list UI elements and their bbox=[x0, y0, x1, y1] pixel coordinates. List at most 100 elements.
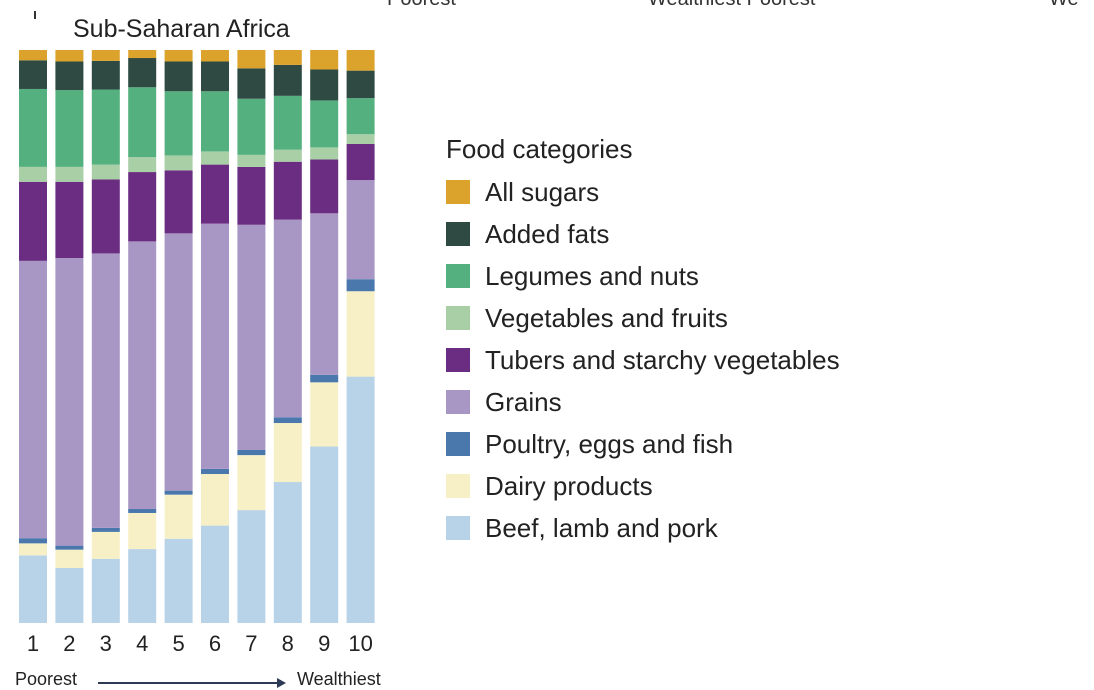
bar-segment-8-series-3 bbox=[273, 417, 302, 424]
bar-segment-10-series-4 bbox=[346, 180, 375, 280]
bar-segment-6-series-6 bbox=[201, 151, 229, 165]
bar-segment-2-series-4 bbox=[55, 257, 84, 546]
axis-start-label: Poorest bbox=[15, 669, 78, 689]
x-tick-label-6: 6 bbox=[208, 631, 222, 656]
x-tick-label-10: 10 bbox=[348, 631, 373, 656]
x-tick-label-3: 3 bbox=[99, 631, 112, 656]
legend-label: Tubers and starchy vegetables bbox=[485, 344, 840, 375]
bar-segment-6-series-3 bbox=[201, 468, 229, 475]
legend-label: Dairy products bbox=[485, 470, 653, 501]
bar-segment-5-series-2 bbox=[164, 494, 193, 539]
bar-segment-8-series-9 bbox=[273, 50, 302, 65]
bar-segment-2-series-1 bbox=[55, 567, 84, 623]
partial-label-wealthiest: We bbox=[1049, 0, 1079, 11]
bar-segment-9-series-9 bbox=[310, 50, 339, 70]
stacked-bar-plot bbox=[19, 50, 375, 623]
bar-segment-1-series-6 bbox=[19, 166, 47, 182]
bar-segment-7-series-9 bbox=[237, 50, 266, 69]
bar-segment-10-series-8 bbox=[346, 70, 375, 99]
legend-item: Beef, lamb and pork bbox=[446, 507, 840, 549]
bar-segment-8-series-1 bbox=[273, 482, 302, 623]
legend-label: Beef, lamb and pork bbox=[485, 512, 718, 543]
legend-item: Tubers and starchy vegetables bbox=[446, 339, 840, 381]
bar-segment-3-series-2 bbox=[91, 531, 120, 559]
bar-segment-5-series-9 bbox=[164, 50, 193, 62]
bar-segment-6-series-5 bbox=[201, 164, 229, 224]
x-tick-label-1: 1 bbox=[26, 631, 40, 656]
chart-title: Sub-Saharan Africa bbox=[73, 15, 290, 43]
bar-segment-9-series-7 bbox=[310, 100, 339, 148]
bar-segment-3-series-3 bbox=[91, 527, 120, 532]
bar-segment-1-series-8 bbox=[19, 60, 47, 89]
bar-segment-9-series-3 bbox=[310, 374, 339, 383]
legend-title: Food categories bbox=[446, 134, 633, 164]
bar-segment-2-series-9 bbox=[55, 50, 84, 62]
legend-item: Grains bbox=[446, 381, 840, 423]
bar-segment-10-series-1 bbox=[346, 376, 375, 623]
bar-segment-9-series-6 bbox=[310, 147, 339, 160]
bar-segment-7-series-5 bbox=[237, 166, 266, 225]
bar-segment-9-series-8 bbox=[310, 69, 339, 101]
legend-swatch bbox=[446, 516, 470, 540]
bar-segment-4-series-3 bbox=[128, 508, 157, 513]
x-tick-label-5: 5 bbox=[172, 631, 185, 656]
bar-segment-1-series-1 bbox=[19, 555, 47, 623]
bar-segment-6-series-9 bbox=[201, 50, 229, 62]
legend-label: Vegetables and fruits bbox=[485, 302, 728, 333]
legend-items: All sugars Added fats Legumes and nuts Vege… bbox=[446, 171, 840, 549]
bar-segment-10-series-5 bbox=[346, 143, 375, 181]
bar-segment-3-series-4 bbox=[91, 253, 120, 528]
bar-segment-7-series-7 bbox=[237, 98, 266, 155]
bar-segment-9-series-2 bbox=[310, 382, 339, 447]
bar-segment-3-series-1 bbox=[91, 558, 120, 623]
bar-segment-8-series-2 bbox=[273, 423, 302, 483]
bar-segment-1-series-9 bbox=[19, 50, 47, 61]
legend-label: Legumes and nuts bbox=[485, 260, 699, 291]
bar-segment-4-series-1 bbox=[128, 549, 157, 623]
partial-label-wealthiest-poorest: Wealthiest Poorest bbox=[648, 0, 816, 11]
legend-swatch bbox=[446, 390, 470, 414]
bar-segment-1-series-4 bbox=[19, 260, 47, 539]
bar-segment-7-series-6 bbox=[237, 154, 266, 167]
bar-segment-7-series-1 bbox=[237, 510, 266, 623]
bar-segment-7-series-8 bbox=[237, 68, 266, 99]
bar-segment-4-series-8 bbox=[128, 58, 157, 88]
wealth-arrow bbox=[98, 678, 286, 688]
bar-segment-7-series-4 bbox=[237, 224, 266, 450]
legend-item: Poultry, eggs and fish bbox=[446, 423, 840, 465]
bar-segment-10-series-6 bbox=[346, 134, 375, 144]
partial-tick-mark bbox=[34, 11, 36, 19]
legend-item: Dairy products bbox=[446, 465, 840, 507]
bar-segment-5-series-5 bbox=[164, 170, 193, 234]
bar-segment-8-series-6 bbox=[273, 149, 302, 162]
legend-swatch bbox=[446, 180, 470, 204]
bar-segment-10-series-9 bbox=[346, 50, 375, 71]
bar-segment-10-series-2 bbox=[346, 291, 375, 377]
bar-segment-9-series-5 bbox=[310, 159, 339, 214]
legend-swatch bbox=[446, 348, 470, 372]
bar-segment-4-series-6 bbox=[128, 157, 157, 173]
x-tick-label-4: 4 bbox=[136, 631, 149, 656]
bar-segment-5-series-1 bbox=[164, 538, 193, 623]
bar-segment-5-series-6 bbox=[164, 155, 193, 171]
axis-end-label: Wealthiest bbox=[297, 669, 381, 689]
legend-label: All sugars bbox=[485, 176, 600, 207]
bar-segment-1-series-7 bbox=[19, 88, 47, 167]
partial-label-poorest: Poorest bbox=[387, 0, 456, 11]
x-tick-label-7: 7 bbox=[245, 631, 258, 656]
legend-item: Added fats bbox=[446, 213, 840, 255]
bar-segment-1-series-5 bbox=[19, 181, 47, 261]
x-tick-label-2: 2 bbox=[63, 631, 76, 656]
bar-segment-5-series-3 bbox=[164, 490, 193, 495]
legend-item: All sugars bbox=[446, 171, 840, 213]
bar-segment-6-series-4 bbox=[201, 223, 229, 469]
legend-swatch bbox=[446, 432, 470, 456]
bar-segment-4-series-2 bbox=[128, 512, 157, 550]
bar-segment-2-series-7 bbox=[55, 90, 84, 167]
bar-segment-9-series-1 bbox=[310, 446, 339, 623]
legend-label: Added fats bbox=[485, 218, 610, 249]
bar-segment-3-series-7 bbox=[91, 89, 120, 165]
legend-label: Grains bbox=[485, 386, 562, 417]
bar-segment-3-series-6 bbox=[91, 164, 120, 180]
bar-segment-8-series-4 bbox=[273, 219, 302, 418]
